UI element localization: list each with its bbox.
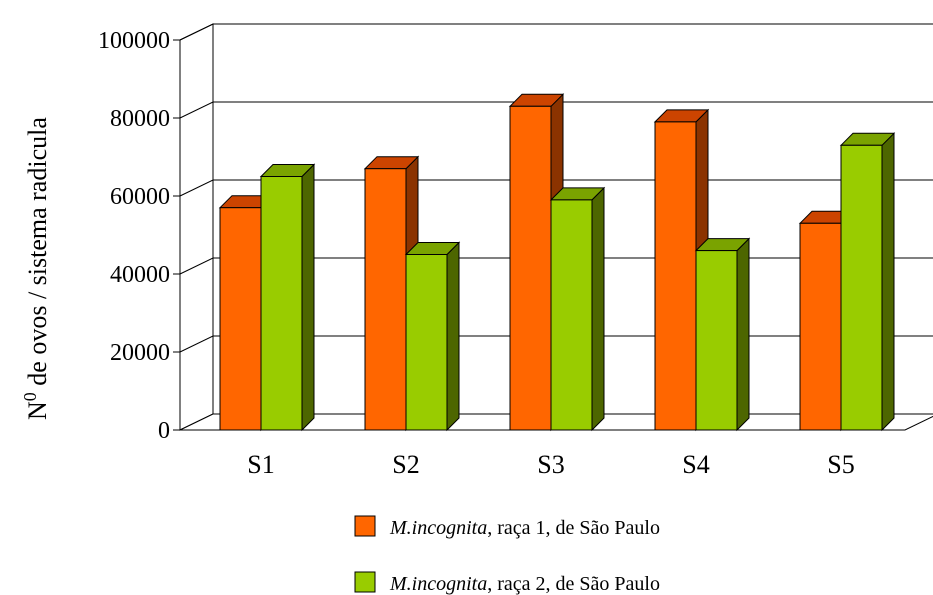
bar — [839, 132, 896, 432]
bar-side — [446, 241, 460, 432]
legend-swatch-series-1 — [354, 515, 376, 537]
bar — [404, 241, 461, 432]
bar-side — [301, 163, 315, 432]
x-tick-label: S5 — [827, 450, 854, 479]
legend-label-series-1: M.incognita, raça 1, de São Paulo — [389, 517, 660, 539]
bar-front — [364, 168, 407, 431]
bar-front — [840, 144, 883, 431]
y-tick-label: 60000 — [110, 184, 170, 210]
legend: M.incognita, raça 1, de São Paulo M.inco… — [354, 515, 660, 595]
bar — [549, 186, 606, 432]
y-tick-label: 80000 — [110, 106, 170, 132]
x-tick-label: S4 — [682, 450, 709, 479]
x-axis-labels: S1 S2 S3 S4 S5 — [247, 450, 854, 479]
y-tick-label: 100000 — [98, 28, 170, 54]
x-tick-label: S3 — [537, 450, 564, 479]
bar-front — [509, 105, 552, 431]
y-tick-label: 20000 — [110, 340, 170, 366]
legend-label-series-2: M.incognita, raça 2, de São Paulo — [389, 573, 660, 595]
side-wall — [179, 23, 214, 431]
y-tick-label: 40000 — [110, 262, 170, 288]
legend-swatch-series-2 — [354, 571, 376, 593]
bar-front — [799, 222, 842, 431]
bar-front — [405, 254, 448, 431]
gridline — [179, 101, 933, 119]
bar-side — [736, 237, 750, 432]
bars — [218, 93, 896, 432]
x-tick-label: S2 — [392, 450, 419, 479]
bar — [259, 163, 316, 432]
bar-front — [695, 250, 738, 431]
y-tick-label: 0 — [158, 418, 170, 444]
y-axis-label: N0 de ovos / sistema radicula — [20, 117, 52, 420]
bar-front — [654, 121, 697, 431]
bar — [653, 108, 710, 432]
y-axis: 0 20000 40000 60000 80000 100000 — [98, 28, 181, 444]
bar-side — [881, 132, 895, 432]
gridline — [179, 23, 933, 41]
bar — [694, 237, 751, 432]
bar-front — [550, 199, 593, 431]
bar-side — [591, 186, 605, 432]
bar-front — [219, 207, 262, 431]
bar-front — [260, 176, 303, 431]
x-tick-label: S1 — [247, 450, 274, 479]
